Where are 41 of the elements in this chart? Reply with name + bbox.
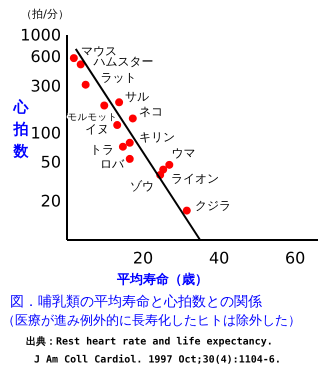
point xyxy=(100,102,108,110)
annotation: トラ xyxy=(90,142,114,157)
x-axis-title: 平均寿命（歳） xyxy=(116,272,208,288)
text: （医療が進み例外的に長寿化したヒトは除外した） xyxy=(2,314,301,328)
annotation: ゾウ xyxy=(130,178,154,193)
y-tick-label: 100 xyxy=(30,123,61,142)
y-tick-label: 50 xyxy=(40,152,61,172)
point xyxy=(115,98,124,106)
y-axis-title: 心拍数 xyxy=(12,98,30,160)
point xyxy=(70,54,78,62)
annotation: サル xyxy=(125,89,150,104)
point xyxy=(165,160,174,169)
y-tick-label: 300 xyxy=(30,76,61,96)
y-tick-label: 1000 xyxy=(20,26,61,44)
annotation: モルモット xyxy=(67,112,118,124)
point xyxy=(126,138,134,147)
source-note: 出典：Rest heart rate and life expectancy. xyxy=(26,336,273,348)
point xyxy=(182,206,191,215)
point xyxy=(113,121,122,130)
text: J Am Coll Cardiol. 1997 Oct;30(4):1104-6. xyxy=(34,354,281,366)
point xyxy=(118,142,127,151)
annotation: クジラ xyxy=(194,198,231,213)
annotation: マウス xyxy=(80,44,117,58)
point xyxy=(82,80,90,89)
text: 図．哺乳類の平均寿命と心拍数との関係 xyxy=(10,294,262,310)
annotation: ライオン xyxy=(171,172,220,186)
annotation: ロバ xyxy=(100,156,125,171)
annotation: キリン xyxy=(138,130,175,144)
point xyxy=(126,154,134,163)
x-tick-label: 60 xyxy=(285,248,306,268)
annotation: ネコ xyxy=(138,104,163,118)
x-tick-label: 40 xyxy=(208,248,230,268)
annotation: ラット xyxy=(100,70,137,85)
point xyxy=(128,114,137,122)
x-tick-label: 20 xyxy=(132,248,154,268)
annotation: イヌ xyxy=(85,122,110,136)
point xyxy=(76,60,85,68)
text: （拍/分） xyxy=(21,8,69,20)
annotation: ウマ xyxy=(171,146,196,160)
y-tick-label: 600 xyxy=(30,47,61,66)
y-tick-label: 20 xyxy=(40,192,61,211)
